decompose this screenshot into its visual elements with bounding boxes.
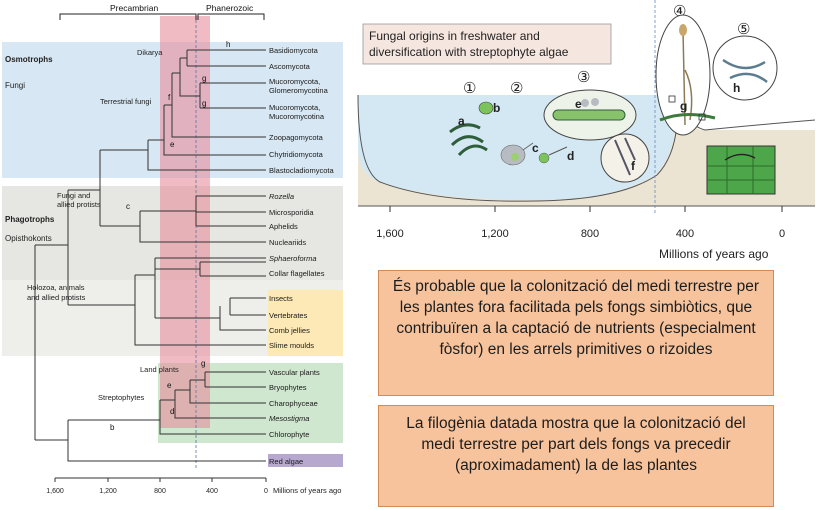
scene-tick-400: 400 (676, 228, 694, 240)
scene-title-line2: diversification with streptophyte algae (369, 45, 569, 59)
taxon-slime-moulds: Slime moulds (269, 341, 314, 350)
label-fungi-allied-1: Fungi and (57, 191, 90, 200)
taxon-basidiomycota: Basidiomycota (269, 46, 319, 55)
label-phagotrophs: Phagotrophs (5, 215, 55, 224)
taxon-aphelids: Aphelids (269, 222, 298, 231)
inset-4 (655, 14, 711, 136)
marker-g1: g (202, 74, 206, 83)
label-holozoa-1: Holozoa, animals (27, 283, 85, 292)
letter-f: f (631, 159, 636, 173)
tree-axis-label: Millions of years ago (273, 486, 341, 495)
marker-h: h (226, 40, 230, 49)
taxon-mucoromycota-mucoro-1: Mucoromycota, (269, 103, 320, 112)
taxon-sphaeroforma: Sphaeroforma (269, 254, 317, 263)
root-inset (706, 145, 776, 195)
step-3-label: ③ (577, 69, 590, 86)
label-fungi-allied-2: allied protists (57, 200, 101, 209)
label-streptophytes: Streptophytes (98, 393, 145, 402)
letter-a: a (458, 114, 465, 128)
taxon-vertebrates: Vertebrates (269, 311, 308, 320)
tree-tick-800: 800 (154, 488, 166, 495)
step-2-label: ② (510, 80, 523, 97)
early-land-plant (659, 113, 716, 122)
tree-tick-400: 400 (206, 488, 218, 495)
taxon-insects: Insects (269, 294, 293, 303)
red-algae-panel (268, 454, 343, 467)
marker-g2: g (202, 99, 206, 108)
taxon-charophyceae: Charophyceae (269, 399, 318, 408)
taxon-vascular-plants: Vascular plants (269, 368, 320, 377)
filament-cells (449, 123, 488, 157)
taxon-chytridiomycota: Chytridiomycota (269, 150, 324, 159)
spore-cell (538, 152, 550, 164)
marker-f: f (168, 93, 171, 102)
marker-b: b (110, 423, 115, 432)
label-holozoa-2: and allied protists (27, 293, 86, 302)
marker-e1: e (170, 140, 175, 149)
taxon-bryophytes: Bryophytes (269, 383, 307, 392)
taxon-chlorophyte: Chlorophyte (269, 430, 309, 439)
marker-e2: e (167, 381, 172, 390)
tree-tick-1200: 1,200 (99, 488, 117, 495)
scene-tick-0: 0 (779, 228, 785, 240)
marker-g3: g (201, 359, 205, 368)
inset-f (600, 133, 650, 183)
taxon-nucleariids: Nucleariids (269, 238, 306, 247)
scene-title-box (362, 23, 612, 65)
taxon-mucoromycota-glomero-2: Glomeromycotina (269, 86, 329, 95)
highlight-band (160, 16, 210, 428)
explanation-box-2: La filogènia datada mostra que la coloni… (378, 405, 774, 507)
era-precambrian: Precambrian (110, 3, 158, 13)
label-osmotrophs: Osmotrophs (5, 55, 53, 64)
taxon-mesostigma: Mesostigma (269, 414, 309, 423)
letter-e: e (575, 97, 582, 111)
taxon-rozella: Rozella (269, 192, 294, 201)
scene-tick-1200: 1,200 (481, 228, 509, 240)
label-fungi: Fungi (5, 81, 25, 90)
zoospore-inclusion (511, 153, 519, 161)
scene-tick-800: 800 (581, 228, 599, 240)
letter-c: c (532, 141, 539, 155)
label-land-plants: Land plants (140, 365, 179, 374)
animals-panel (268, 290, 343, 356)
taxon-comb-jellies: Comb jellies (269, 326, 310, 335)
scene-tick-1600: 1,600 (376, 228, 404, 240)
taxon-collar-flagellates: Collar flagellates (269, 269, 325, 278)
letter-h: h (733, 81, 740, 95)
scene-title-line1: Fungal origins in freshwater and (369, 29, 540, 43)
scene-axis-label: Millions of years ago (659, 247, 769, 261)
taxon-blastocladiomycota: Blastocladiomycota (269, 166, 334, 175)
marker-d: d (170, 407, 174, 416)
single-green-cell (478, 101, 494, 115)
label-terrestrial-fungi: Terrestrial fungi (100, 97, 152, 106)
marker-c: c (126, 202, 130, 211)
step-5-label: ⑤ (737, 21, 750, 38)
tree-tick-0: 0 (264, 488, 268, 495)
taxon-mucoromycota-glomero-1: Mucoromycota, (269, 77, 320, 86)
taxon-microsporidia: Microsporidia (269, 208, 314, 217)
tree-branches (34, 49, 266, 462)
taxon-ascomycota: Ascomycota (269, 62, 311, 71)
step-1-label: ① (463, 80, 476, 97)
letter-g: g (680, 99, 687, 113)
letter-d: d (567, 149, 574, 163)
phylogeny-figure: Precambrian Phanerozoic h g g f e c (2, 3, 343, 495)
taxon-zoopagomycota: Zoopagomycota (269, 133, 324, 142)
label-opisthokonts: Opisthokonts (5, 234, 52, 243)
taxon-red-algae: Red algae (269, 457, 303, 466)
letter-b: b (493, 101, 500, 115)
explanation-box-1: És probable que la colonització del medi… (378, 270, 774, 396)
era-phanerozoic: Phanerozoic (206, 3, 254, 13)
taxon-mucoromycota-mucoro-2: Mucoromycotina (269, 112, 325, 121)
tree-tick-1600: 1,600 (46, 488, 64, 495)
scene-figure: Fungal origins in freshwater and diversi… (357, 0, 816, 261)
label-dikarya: Dikarya (137, 48, 163, 57)
